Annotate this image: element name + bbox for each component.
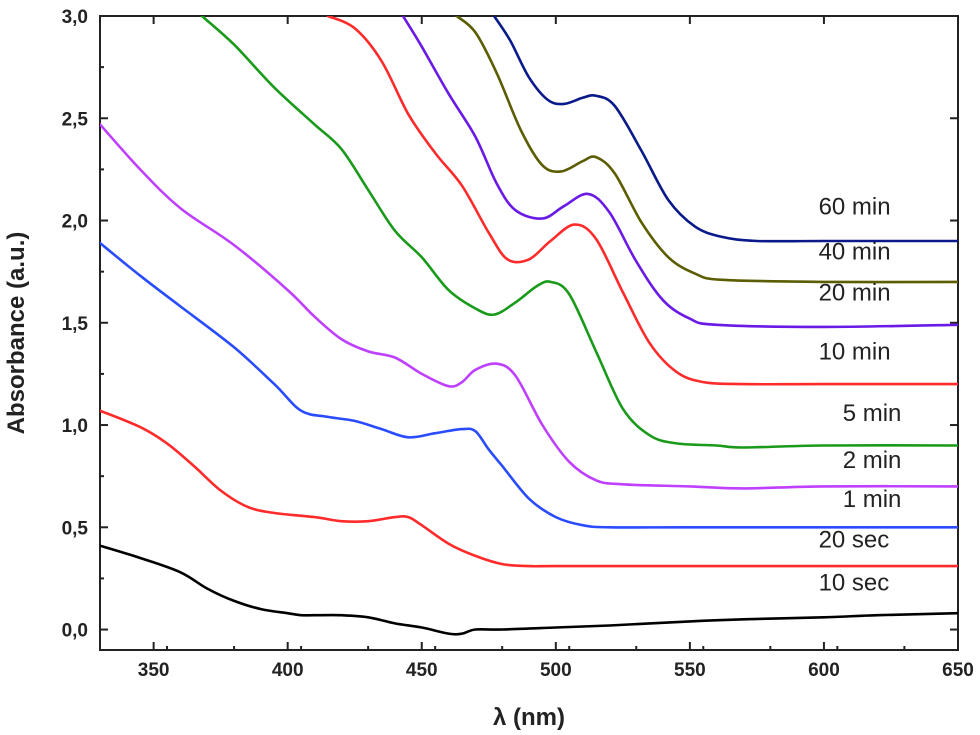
- x-tick-label: 650: [942, 660, 974, 681]
- x-axis: 350 400 450 500 550 600 650: [99, 16, 974, 681]
- x-axis-label: λ (nm): [493, 704, 565, 731]
- y-tick-label: 1,5: [62, 314, 89, 335]
- series-label-2-min: 2 min: [843, 447, 902, 474]
- series-line-1-min: [100, 241, 958, 529]
- x-tick-label: 400: [272, 660, 304, 681]
- y-axis-label: Absorbance (a.u.): [3, 232, 30, 435]
- plot-frame: [99, 15, 959, 651]
- series-line-20-min: [401, 16, 958, 329]
- y-tick-label: 2,0: [62, 212, 88, 233]
- x-tick-label: 500: [540, 660, 572, 681]
- series-line-10-sec: [100, 544, 958, 636]
- x-tick-label: 550: [674, 660, 706, 681]
- series-label-40-min: 40 min: [819, 238, 891, 265]
- x-tick-label: 450: [406, 660, 438, 681]
- series-line-60-min: [492, 16, 958, 243]
- x-tick-label: 350: [138, 660, 170, 681]
- series-label-20-sec: 20 sec: [819, 527, 890, 554]
- y-axis: 0,0 0,5 1,0 1,5 2,0 2,5 3,0: [62, 7, 958, 642]
- y-tick-label: 1,0: [62, 416, 88, 437]
- y-tick-label: 0,5: [62, 518, 89, 539]
- x-tick-label: 600: [808, 660, 840, 681]
- series-label-60-min: 60 min: [819, 193, 891, 220]
- series-line-20-sec: [100, 409, 958, 568]
- series-label-1-min: 1 min: [843, 486, 902, 513]
- series-label-10-sec: 10 sec: [819, 570, 890, 597]
- y-tick-label: 3,0: [62, 7, 88, 28]
- series-line-2-min: [100, 123, 958, 490]
- series-line-10-min: [326, 16, 958, 386]
- series-labels: 60 min 40 min 20 min 10 min 5 min 2 min 1 min 2…: [819, 193, 902, 596]
- plot-area: [99, 15, 959, 651]
- series-label-10-min: 10 min: [819, 339, 891, 366]
- y-tick-label: 2,5: [62, 109, 89, 130]
- series-label-20-min: 20 min: [819, 279, 891, 306]
- y-tick-label: 0,0: [62, 621, 88, 642]
- series-label-5-min: 5 min: [843, 400, 902, 427]
- series-group: [100, 16, 958, 636]
- series-line-5-min: [200, 16, 958, 449]
- series-line-40-min: [455, 16, 958, 284]
